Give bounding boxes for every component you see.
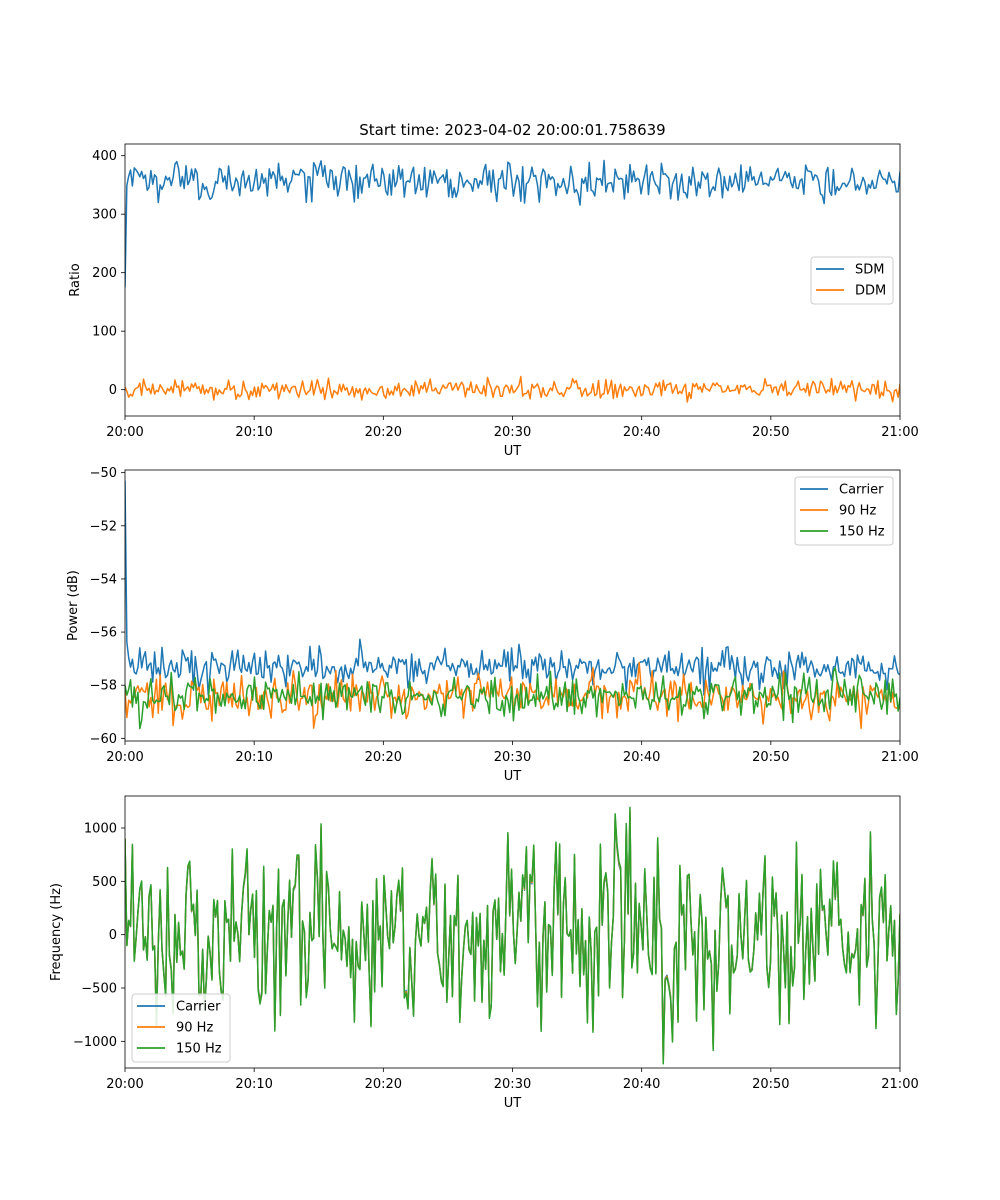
legend-label: SDM	[855, 263, 884, 278]
x-tick-label: 20:40	[623, 1077, 660, 1092]
y-tick-label: −58	[90, 679, 117, 694]
x-axis-label: UT	[504, 1096, 522, 1111]
y-axis-label: Ratio	[68, 263, 83, 296]
y-tick-label: −54	[90, 572, 117, 587]
x-tick-label: 20:10	[235, 750, 272, 765]
x-tick-label: 21:00	[881, 1077, 918, 1092]
y-tick-label: 100	[92, 325, 117, 340]
chart-title: Start time: 2023-04-02 20:00:01.758639	[359, 121, 665, 139]
x-tick-label: 20:10	[235, 1077, 272, 1092]
series-line-150-hz	[125, 806, 900, 1065]
x-tick-label: 21:00	[881, 750, 918, 765]
x-tick-label: 20:30	[494, 425, 531, 440]
series-line-150-hz	[125, 666, 900, 730]
x-axis-label: UT	[504, 769, 522, 784]
legend-label: DDM	[855, 284, 886, 299]
y-tick-label: −1000	[73, 1035, 117, 1050]
x-tick-label: 20:30	[494, 1077, 531, 1092]
y-tick-label: 300	[92, 208, 117, 223]
x-tick-label: 20:20	[365, 425, 402, 440]
legend: SDM DDM	[810, 256, 894, 305]
series-line-ddm	[125, 375, 900, 403]
legend: Carrier 90 Hz 150 Hz	[131, 993, 231, 1063]
x-tick-label: 20:30	[494, 750, 531, 765]
x-tick-label: 20:00	[106, 750, 143, 765]
chart-panel-2: 20:00 20:10 20:20 20:30 20:40 20:50 21:00 −60 −5…	[66, 466, 919, 784]
x-tick-label: 20:10	[235, 425, 272, 440]
x-tick-label: 20:40	[623, 750, 660, 765]
x-tick-label: 20:00	[106, 425, 143, 440]
legend-label: 150 Hz	[839, 525, 885, 540]
x-tick-label: 20:40	[623, 425, 660, 440]
y-tick-label: −50	[90, 466, 117, 481]
series-line-sdm	[125, 159, 900, 288]
y-tick-label: −60	[90, 732, 117, 747]
legend: Carrier 90 Hz 150 Hz	[794, 476, 894, 546]
x-tick-label: 20:20	[365, 750, 402, 765]
y-tick-label: −52	[90, 519, 117, 534]
legend-label: 90 Hz	[176, 1021, 213, 1036]
x-tick-label: 20:50	[752, 425, 789, 440]
y-tick-label: 1000	[84, 822, 117, 837]
x-tick-label: 20:00	[106, 1077, 143, 1092]
y-tick-label: 400	[92, 149, 117, 164]
x-axis-label: UT	[504, 444, 522, 459]
y-tick-label: 200	[92, 266, 117, 281]
y-tick-label: 0	[109, 383, 117, 398]
legend-box	[794, 476, 894, 546]
x-tick-label: 20:50	[752, 1077, 789, 1092]
legend-label: Carrier	[176, 1000, 221, 1015]
y-axis-label: Frequency (Hz)	[49, 883, 64, 981]
legend-label: 90 Hz	[839, 504, 876, 519]
legend-label: 150 Hz	[176, 1042, 222, 1057]
series-line-carrier	[125, 480, 900, 696]
x-tick-label: 20:20	[365, 1077, 402, 1092]
legend-box	[131, 993, 231, 1063]
chart-panel-3: 20:00 20:10 20:20 20:30 20:40 20:50 21:00 −1000…	[49, 795, 919, 1111]
y-tick-label: 500	[92, 875, 117, 890]
legend-label: Carrier	[839, 483, 884, 498]
x-tick-label: 20:50	[752, 750, 789, 765]
y-tick-label: −500	[81, 982, 117, 997]
y-axis-label: Power (dB)	[66, 570, 81, 641]
y-tick-label: −56	[90, 626, 117, 641]
chart-panel-1: Start time: 2023-04-02 20:00:01.758639 20…	[68, 121, 919, 459]
x-tick-label: 21:00	[881, 425, 918, 440]
y-tick-label: 0	[109, 928, 117, 943]
